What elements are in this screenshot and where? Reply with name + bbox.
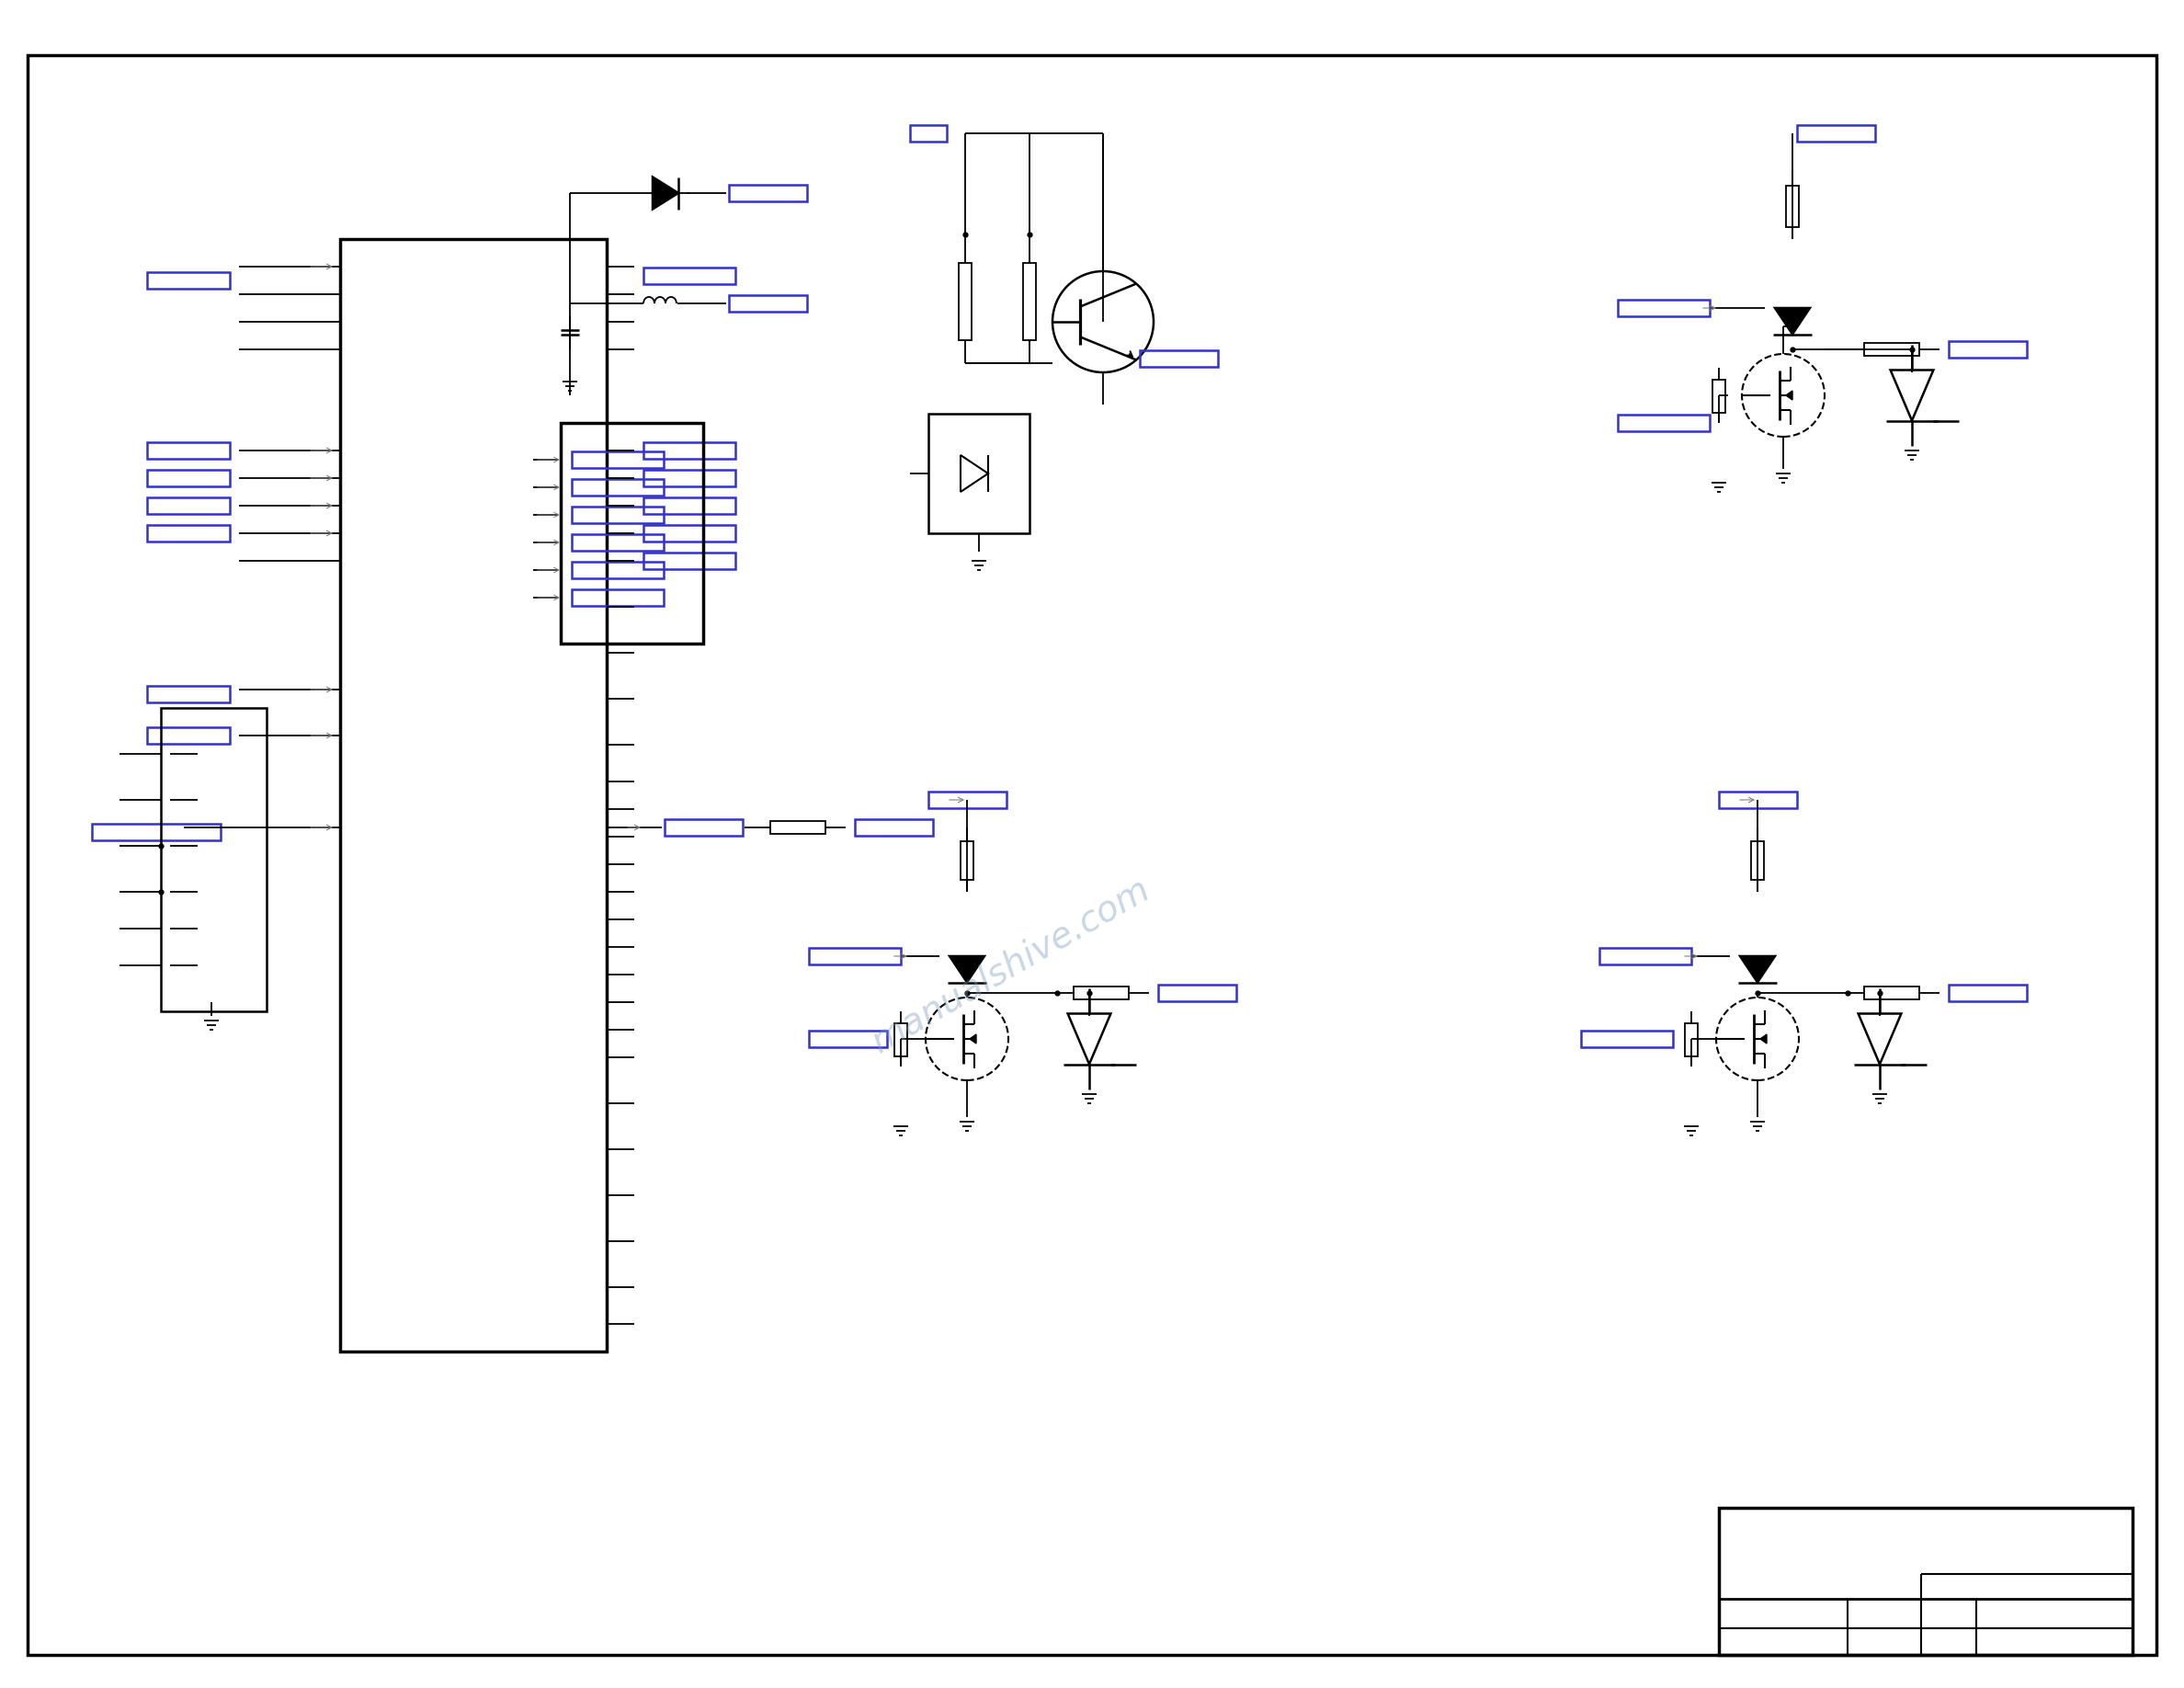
Bar bbox=[895, 1023, 906, 1057]
Bar bbox=[572, 479, 664, 496]
Bar bbox=[572, 562, 664, 579]
Bar bbox=[1752, 842, 1765, 879]
Bar bbox=[644, 267, 736, 284]
Bar bbox=[1948, 984, 2027, 1001]
Bar bbox=[572, 533, 664, 550]
Bar bbox=[1581, 1031, 1673, 1047]
Bar bbox=[664, 819, 743, 836]
Bar bbox=[1948, 341, 2027, 358]
Polygon shape bbox=[653, 177, 679, 209]
Bar bbox=[1865, 343, 1920, 356]
Bar bbox=[644, 442, 736, 459]
Bar bbox=[1022, 263, 1035, 339]
Bar bbox=[92, 824, 221, 841]
Bar bbox=[146, 525, 229, 542]
Bar bbox=[146, 728, 229, 744]
Polygon shape bbox=[1776, 307, 1811, 334]
Bar bbox=[1158, 984, 1236, 1001]
Bar bbox=[1719, 1507, 2132, 1654]
Polygon shape bbox=[1787, 390, 1793, 400]
Bar bbox=[771, 820, 826, 834]
Bar bbox=[928, 792, 1007, 809]
Bar bbox=[1684, 1023, 1697, 1057]
Bar bbox=[729, 184, 808, 201]
Bar bbox=[644, 552, 736, 569]
Bar bbox=[729, 295, 808, 312]
Polygon shape bbox=[970, 1035, 976, 1043]
Bar bbox=[644, 498, 736, 513]
Bar bbox=[146, 498, 229, 513]
Polygon shape bbox=[950, 955, 985, 982]
Polygon shape bbox=[1741, 955, 1776, 982]
Bar bbox=[928, 414, 1029, 533]
Bar bbox=[572, 451, 664, 468]
Bar bbox=[1787, 186, 1800, 226]
Bar bbox=[1719, 792, 1797, 809]
Bar bbox=[341, 240, 607, 1352]
Bar bbox=[911, 125, 948, 142]
Bar bbox=[1075, 986, 1129, 999]
Bar bbox=[146, 469, 229, 486]
Polygon shape bbox=[1760, 1035, 1767, 1043]
Bar bbox=[1599, 949, 1690, 964]
Bar bbox=[1865, 986, 1920, 999]
Bar bbox=[572, 589, 664, 606]
Bar bbox=[808, 1031, 887, 1047]
Bar bbox=[1797, 125, 1876, 142]
Text: manualshive.com: manualshive.com bbox=[865, 871, 1158, 1060]
Bar bbox=[644, 469, 736, 486]
Bar bbox=[1618, 300, 1710, 316]
Bar bbox=[572, 506, 664, 523]
Bar bbox=[808, 949, 900, 964]
Bar bbox=[1618, 415, 1710, 430]
Bar bbox=[146, 442, 229, 459]
Bar bbox=[146, 272, 229, 289]
Bar bbox=[561, 424, 703, 643]
Bar bbox=[959, 263, 972, 339]
Bar bbox=[1140, 351, 1219, 366]
Bar bbox=[854, 819, 933, 836]
Bar bbox=[644, 525, 736, 542]
Bar bbox=[146, 685, 229, 702]
Bar bbox=[1712, 380, 1725, 414]
Bar bbox=[162, 707, 266, 1011]
Bar bbox=[961, 842, 974, 879]
